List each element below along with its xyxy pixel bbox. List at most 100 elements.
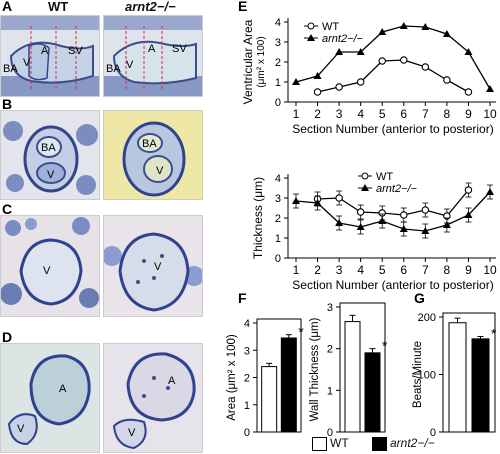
label-sv: SV [172,43,187,55]
data-point-mutant [486,188,494,195]
y-axis-label: Wall Thickness (μm) [309,317,321,421]
data-point-mutant [335,48,344,55]
x-tick-label: 4 [357,107,364,121]
x-tick-label: 6 [400,263,407,277]
data-point-mutant [292,78,300,85]
y-axis-label: Beats/Minute [412,341,424,408]
data-point-mutant [356,223,365,230]
y-tick-label: 0 [275,97,281,109]
data-point-mutant [356,48,365,55]
x-axis-label: Section Number (anterior to posterior) [292,122,493,136]
legend-label: arnt2−/− [376,183,418,195]
label-a: A [41,45,49,57]
legend-label: arnt2−/− [322,33,364,45]
significance-marker: * [382,338,388,354]
data-point-mutant [421,23,430,30]
x-tick-label: 1 [293,263,300,277]
histology-a-wt: BA V A SV [0,15,100,97]
x-tick-label: 9 [465,263,472,277]
bar-mutant [280,337,297,433]
data-point-wt [400,211,408,219]
data-point-mutant [292,197,300,204]
data-point-wt [335,194,343,202]
label-a: A [168,375,176,387]
data-point-wt [421,206,430,214]
y-tick-label: 1 [275,233,281,245]
label-v: V [126,59,134,71]
data-point-mutant [399,22,408,29]
x-tick-label: 9 [465,107,472,121]
y-tick-label: 1 [244,400,250,412]
y-tick-label: 2 [275,57,281,69]
histology-d-wt: A V [0,343,100,453]
legend-marker [307,34,315,41]
x-tick-label: 1 [293,107,300,121]
data-point-wt [400,56,408,64]
data-point-wt [443,76,451,84]
panel-letter-c: C [2,201,13,217]
bar-wt [344,321,361,433]
label-v: V [128,427,136,439]
y-tick-label: 0 [430,427,436,439]
y-axis-label: Ventricular Area [241,19,255,104]
bar-mutant [364,352,381,433]
y-tick-label: 3 [275,37,281,49]
data-point-mutant [378,217,387,224]
bar-chart-frame [442,312,496,433]
legend-marker [361,184,369,191]
x-tick-label: 5 [379,263,386,277]
x-tick-label: 4 [357,263,364,277]
legend-mutant-label: arnt2−/− [390,436,435,450]
column-header-wt: WT [48,0,69,14]
histology-b-mutant: BA V [103,110,203,200]
x-tick-label: 6 [400,107,407,121]
data-point-mutant [486,85,494,92]
legend-mutant-swatch [372,437,387,451]
bar-wt [448,322,467,433]
y-tick-label: 1 [275,77,281,89]
label-v: V [23,57,31,69]
label-v: V [47,169,55,181]
histology-a-mutant: BA V A SV [103,15,203,97]
data-point-wt [313,88,322,96]
label-v: V [17,423,25,435]
data-point-wt [335,83,343,91]
legend-wt-label: WT [330,436,349,450]
bar-mutant [471,338,490,433]
y-tick-label: 3 [327,302,333,314]
label-v: V [156,165,164,177]
significance-marker: * [298,324,304,340]
x-tick-label: 8 [444,263,451,277]
data-point-mutant [464,48,473,55]
data-point-mutant [335,219,344,226]
x-tick-label: 2 [314,263,321,277]
x-axis-label: Section Number (anterior to posterior) [292,278,493,292]
label-v: V [154,261,162,273]
y-tick-label: 4 [244,318,250,330]
data-point-mutant [421,227,430,234]
x-tick-label: 5 [379,107,386,121]
y-tick-label: 4 [275,17,281,29]
y-tick-label: 2 [244,373,250,385]
label-v: V [43,265,51,277]
panel-letter-b: B [2,96,13,112]
panel-letter-g: G [414,290,425,306]
panel-letter-d: D [2,329,13,345]
histology-d-mutant: A V [103,343,203,453]
y-tick-label: 2 [275,213,281,225]
x-tick-label: 8 [444,107,451,121]
y-axis-unit: (μm² x 100) [256,36,267,87]
y-tick-label: 0 [244,427,250,439]
bar-wt [261,366,278,433]
data-point-mutant [442,30,451,37]
label-ba: BA [41,142,56,154]
y-tick-label: 3 [275,193,281,205]
y-tick-label: 100 [418,370,436,382]
data-point-mutant [442,221,451,228]
bar-chart-frame [339,302,386,433]
panel-letter-f: F [238,290,247,306]
y-tick-label: 2 [327,344,333,356]
data-point-mutant [313,72,322,79]
bar-chart-frame [256,318,302,433]
